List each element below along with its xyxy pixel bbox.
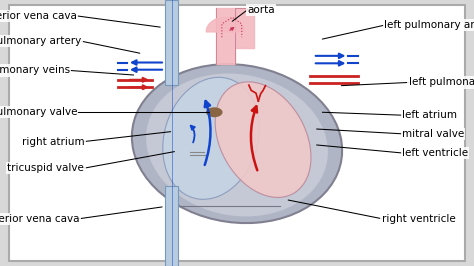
- Text: left pulmonary veins: left pulmonary veins: [409, 77, 474, 88]
- Text: left pulmonary artery: left pulmonary artery: [384, 20, 474, 30]
- FancyBboxPatch shape: [9, 5, 465, 261]
- Text: right atrium: right atrium: [22, 136, 84, 147]
- Text: right pulmonary veins: right pulmonary veins: [0, 65, 70, 76]
- Ellipse shape: [215, 82, 311, 197]
- Text: right pulmonary artery: right pulmonary artery: [0, 36, 82, 46]
- Text: left atrium: left atrium: [402, 110, 457, 120]
- Ellipse shape: [132, 64, 342, 223]
- Text: inferior vena cava: inferior vena cava: [0, 214, 80, 224]
- Text: aorta: aorta: [247, 5, 275, 15]
- Ellipse shape: [163, 77, 259, 199]
- Circle shape: [207, 108, 222, 117]
- Text: superior vena cava: superior vena cava: [0, 11, 77, 21]
- Text: left ventricle: left ventricle: [402, 148, 468, 158]
- Text: pulmonary valve: pulmonary valve: [0, 107, 77, 117]
- FancyBboxPatch shape: [165, 186, 178, 266]
- Text: right ventricle: right ventricle: [382, 214, 456, 224]
- Ellipse shape: [146, 73, 328, 217]
- Text: tricuspid valve: tricuspid valve: [8, 163, 84, 173]
- Polygon shape: [206, 17, 244, 32]
- Text: mitral valve: mitral valve: [402, 129, 464, 139]
- FancyBboxPatch shape: [165, 0, 178, 85]
